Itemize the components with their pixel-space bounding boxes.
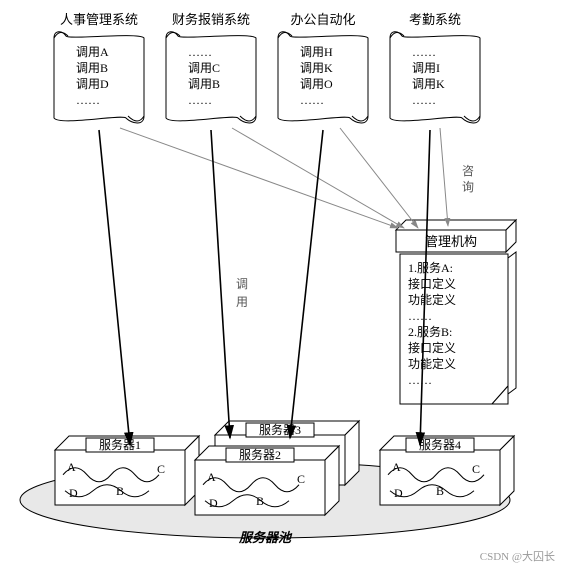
scroll-line: 调用H	[300, 45, 333, 59]
scroll-title: 人事管理系统	[60, 12, 138, 27]
server-label: 服务器4	[419, 437, 461, 452]
scroll-line: 调用K	[300, 61, 333, 75]
registry: 管理机构1.服务A: 接口定义 功能定义 ……2.服务B: 接口定义 功能定义 …	[396, 220, 516, 404]
call-edge	[99, 130, 130, 445]
query-label: 咨	[462, 163, 474, 178]
registry-line: ……	[408, 309, 432, 323]
query-edge	[440, 128, 448, 226]
svg-text:C: C	[297, 472, 305, 486]
registry-title: 管理机构	[425, 234, 477, 249]
server-label: 服务器3	[259, 422, 301, 437]
server-label: 服务器2	[239, 447, 281, 462]
scroll-line: ……	[412, 93, 436, 107]
query-label: 询	[462, 180, 474, 194]
svg-text:A: A	[392, 460, 401, 474]
scroll-title: 办公自动化	[290, 12, 355, 27]
registry-line: ……	[408, 373, 432, 387]
server-srv4: 服务器4 A C D B	[380, 436, 514, 505]
scroll-line: ……	[76, 93, 100, 107]
registry-line: 接口定义	[408, 276, 456, 291]
svg-text:B: B	[116, 484, 124, 498]
scroll-line: 调用B	[76, 61, 108, 75]
scroll-s3: 办公自动化调用H 调用K 调用O ……	[278, 12, 368, 123]
scroll-line: ……	[412, 45, 436, 59]
scroll-line: 调用A	[76, 45, 109, 59]
scroll-line: ……	[188, 45, 212, 59]
scroll-line: 调用I	[412, 61, 440, 75]
svg-text:B: B	[256, 494, 264, 508]
scroll-line: 调用B	[188, 77, 220, 91]
svg-text:C: C	[157, 462, 165, 476]
scroll-line: ……	[300, 93, 324, 107]
call-label: 调	[236, 277, 248, 291]
svg-text:A: A	[207, 470, 216, 484]
scroll-line: 调用C	[188, 61, 220, 75]
svg-text:D: D	[394, 486, 403, 500]
svg-text:A: A	[67, 460, 76, 474]
scroll-line: 调用K	[412, 77, 445, 91]
scroll-line: 调用O	[300, 77, 333, 91]
call-label: 用	[236, 295, 248, 309]
scroll-s2: 财务报销系统 …… 调用C 调用B ……	[166, 12, 256, 123]
scroll-s1: 人事管理系统调用A 调用B 调用D ……	[54, 12, 144, 123]
server-label: 服务器1	[99, 437, 141, 452]
registry-line: 接口定义	[408, 340, 456, 355]
credit: CSDN @大囚长	[480, 549, 555, 563]
scroll-s4: 考勤系统 …… 调用I 调用K ……	[390, 12, 480, 123]
call-edge	[290, 130, 323, 438]
scroll-title: 考勤系统	[409, 12, 461, 27]
scroll-line: 调用D	[76, 77, 109, 91]
svg-text:C: C	[472, 462, 480, 476]
svg-text:D: D	[69, 486, 78, 500]
pool-label: 服务器池	[238, 530, 293, 545]
scroll-title: 财务报销系统	[172, 12, 250, 27]
registry-line: 功能定义	[408, 356, 456, 371]
scroll-line: ……	[188, 93, 212, 107]
query-edge	[120, 128, 398, 228]
call-edge	[211, 130, 230, 438]
svg-text:D: D	[209, 496, 218, 510]
server-srv2: 服务器2 A C D B	[195, 446, 339, 515]
registry-line: 2.服务B:	[408, 324, 452, 339]
registry-line: 功能定义	[408, 292, 456, 307]
svg-text:B: B	[436, 484, 444, 498]
server-srv1: 服务器1 A C D B	[55, 436, 199, 505]
registry-line: 1.服务A:	[408, 260, 453, 275]
